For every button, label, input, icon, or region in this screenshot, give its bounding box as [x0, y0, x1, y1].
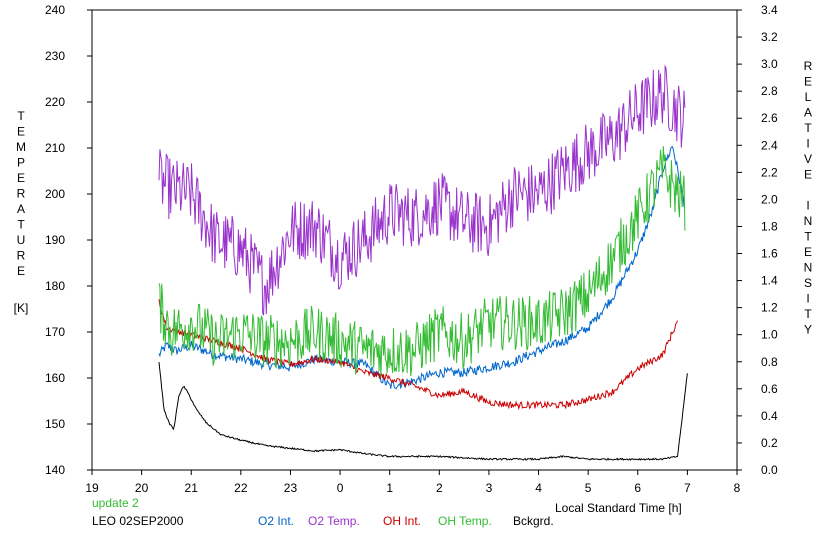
y-left-label-letter: E: [17, 264, 25, 278]
series-line-bckgrd: [158, 362, 688, 461]
y-right-tick-label: 3.4: [761, 3, 778, 17]
x-tick-label: 3: [486, 481, 493, 495]
x-axis-label: Local Standard Time [h]: [555, 501, 682, 515]
y-left-tick-label: 150: [45, 417, 65, 431]
station-note: LEO 02SEP2000: [92, 514, 184, 528]
y-left-unit: [K]: [14, 301, 29, 315]
y-right-tick-label: 0.2: [761, 436, 778, 450]
x-tick-label: 4: [535, 481, 542, 495]
y-left-label-letter: R: [17, 249, 26, 263]
y-right-tick-label: 3.0: [761, 57, 778, 71]
x-tick-label: 21: [185, 481, 199, 495]
legend-item: OH Int.: [383, 514, 422, 528]
y-left-tick-label: 160: [45, 371, 65, 385]
y-left-label-letter: P: [17, 156, 25, 170]
y-right-tick-label: 0.6: [761, 382, 778, 396]
x-tick-label: 7: [684, 481, 691, 495]
y-left-label-letter: R: [17, 187, 26, 201]
y-right-tick-label: 1.4: [761, 274, 778, 288]
legend-item: OH Temp.: [438, 514, 492, 528]
y-right-tick-label: 2.8: [761, 84, 778, 98]
x-tick-label: 8: [734, 481, 741, 495]
y-left-tick-label: 190: [45, 233, 65, 247]
y-right-label-letter: N: [804, 214, 813, 228]
legend-item: O2 Temp.: [308, 514, 360, 528]
series-line-oh-temp: [158, 146, 686, 378]
x-tick-label: 22: [234, 481, 248, 495]
y-left-tick-label: 180: [45, 279, 65, 293]
y-right-tick-label: 0.8: [761, 355, 778, 369]
y-right-label-letter: Y: [804, 323, 812, 337]
y-right-tick-label: 3.2: [761, 30, 778, 44]
y-right-tick-label: 2.6: [761, 111, 778, 125]
y-right-tick-label: 0.4: [761, 409, 778, 423]
y-right-label-letter: S: [804, 276, 812, 290]
y-right-label-letter: T: [804, 121, 812, 135]
y-right-tick-label: 2.0: [761, 192, 778, 206]
legend-item: Bckgrd.: [513, 514, 554, 528]
x-tick-label: 23: [284, 481, 298, 495]
y-right-tick-label: 1.0: [761, 328, 778, 342]
plot-frame: [91, 9, 738, 471]
y-left-tick-label: 200: [45, 187, 65, 201]
y-left-label-letter: E: [17, 171, 25, 185]
series-line-oh-int: [158, 299, 678, 411]
series-group: [158, 64, 688, 461]
y-left-label-letter: T: [17, 109, 25, 123]
y-left-label-letter: A: [17, 202, 25, 216]
x-tick-label: 6: [634, 481, 641, 495]
y-right-label-letter: V: [804, 152, 812, 166]
y-right-label-letter: R: [804, 59, 813, 73]
update-note: update 2: [92, 496, 139, 510]
y-right-tick-label: 1.2: [761, 301, 778, 315]
y-right-label-letter: E: [804, 75, 812, 89]
y-right-tick-label: 1.8: [761, 219, 778, 233]
y-right-label-letter: E: [804, 168, 812, 182]
y-left-tick-label: 140: [45, 463, 65, 477]
y-right-tick-label: 0.0: [761, 463, 778, 477]
legend-item: O2 Int.: [258, 514, 295, 528]
x-tick-label: 1: [386, 481, 393, 495]
x-tick-label: 0: [337, 481, 344, 495]
y-right-tick-label: 2.4: [761, 138, 778, 152]
y-left-label-letter: T: [17, 218, 25, 232]
y-right-label-letter: L: [805, 90, 812, 104]
y-left-label-letter: U: [17, 233, 26, 247]
y-right-label-letter: E: [804, 245, 812, 259]
x-tick-label: 20: [135, 481, 149, 495]
y-right-label-letter: I: [806, 199, 809, 213]
x-tick-label: 2: [436, 481, 443, 495]
y-right-label-letter: T: [804, 307, 812, 321]
y-left-tick-label: 220: [45, 95, 65, 109]
y-left-tick-label: 240: [45, 3, 65, 17]
y-left-label-letter: M: [16, 140, 26, 154]
y-right-tick-label: 1.6: [761, 247, 778, 261]
y-right-label-letter: T: [804, 230, 812, 244]
series-line-o2-temp: [158, 64, 686, 316]
axis-ticks: 19 20 21 22 23 0 1 2 3 4 5 6 7 8140150160170180190200…: [45, 3, 778, 495]
y-right-label-letter: A: [804, 106, 812, 120]
y-right-label-letter: I: [806, 137, 809, 151]
x-tick-label: 19: [85, 481, 99, 495]
y-left-tick-label: 170: [45, 325, 65, 339]
y-right-label-letter: N: [804, 261, 813, 275]
x-tick-label: 5: [585, 481, 592, 495]
y-left-tick-label: 230: [45, 49, 65, 63]
y-left-tick-label: 210: [45, 141, 65, 155]
y-left-label-letter: E: [17, 125, 25, 139]
y-right-label-letter: I: [806, 292, 809, 306]
y-right-tick-label: 2.2: [761, 165, 778, 179]
series-line-o2-int: [158, 145, 686, 390]
